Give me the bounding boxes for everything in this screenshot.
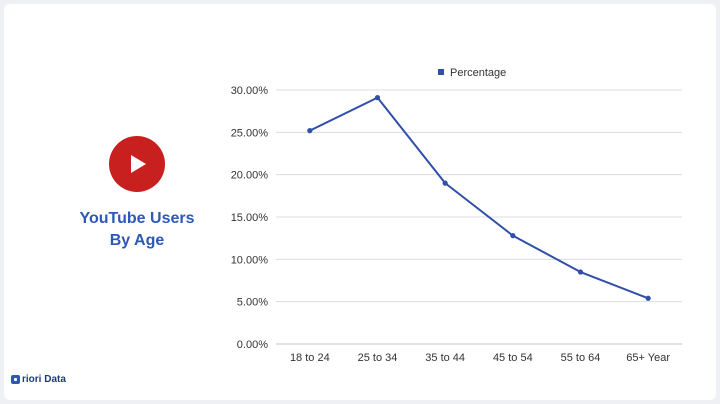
y-tick-label: 5.00% xyxy=(237,297,268,309)
headline-line-2: By Age xyxy=(109,232,165,249)
y-tick-label: 20.00% xyxy=(231,170,269,182)
brand-panel: YouTube Users By Age xyxy=(62,136,212,266)
x-tick-label: 45 to 54 xyxy=(493,352,533,364)
x-tick-label: 25 to 34 xyxy=(358,352,398,364)
chart-card: YouTube Users By Age xyxy=(4,4,716,400)
y-tick-label: 25.00% xyxy=(231,127,269,139)
data-point xyxy=(442,180,448,186)
brand-mark-icon xyxy=(11,375,20,384)
series-line xyxy=(309,96,649,300)
x-tick-label: 18 to 24 xyxy=(290,352,330,364)
y-tick-label: 15.00% xyxy=(231,212,269,224)
youtube-play-icon xyxy=(109,136,165,192)
play-triangle-icon xyxy=(131,155,146,173)
x-tick-label: 65+ Year xyxy=(626,352,670,364)
data-point xyxy=(645,295,651,301)
data-point xyxy=(307,128,313,134)
legend-label: Percentage xyxy=(450,67,506,79)
y-tick-label: 30.00% xyxy=(231,85,269,97)
y-tick-label: 0.00% xyxy=(237,339,268,351)
x-tick-label: 55 to 64 xyxy=(561,352,601,364)
x-tick-label: 35 to 44 xyxy=(425,352,465,364)
footer-logo: riori Data xyxy=(11,374,66,385)
chart-headline: YouTube Users By Age xyxy=(80,208,195,252)
headline-line-1: YouTube Users xyxy=(79,210,195,227)
data-point xyxy=(577,269,584,275)
legend-swatch xyxy=(438,69,444,75)
data-point xyxy=(510,233,516,239)
data-point xyxy=(374,95,381,101)
y-tick-label: 10.00% xyxy=(231,254,269,266)
brand-name: riori Data xyxy=(22,374,66,385)
